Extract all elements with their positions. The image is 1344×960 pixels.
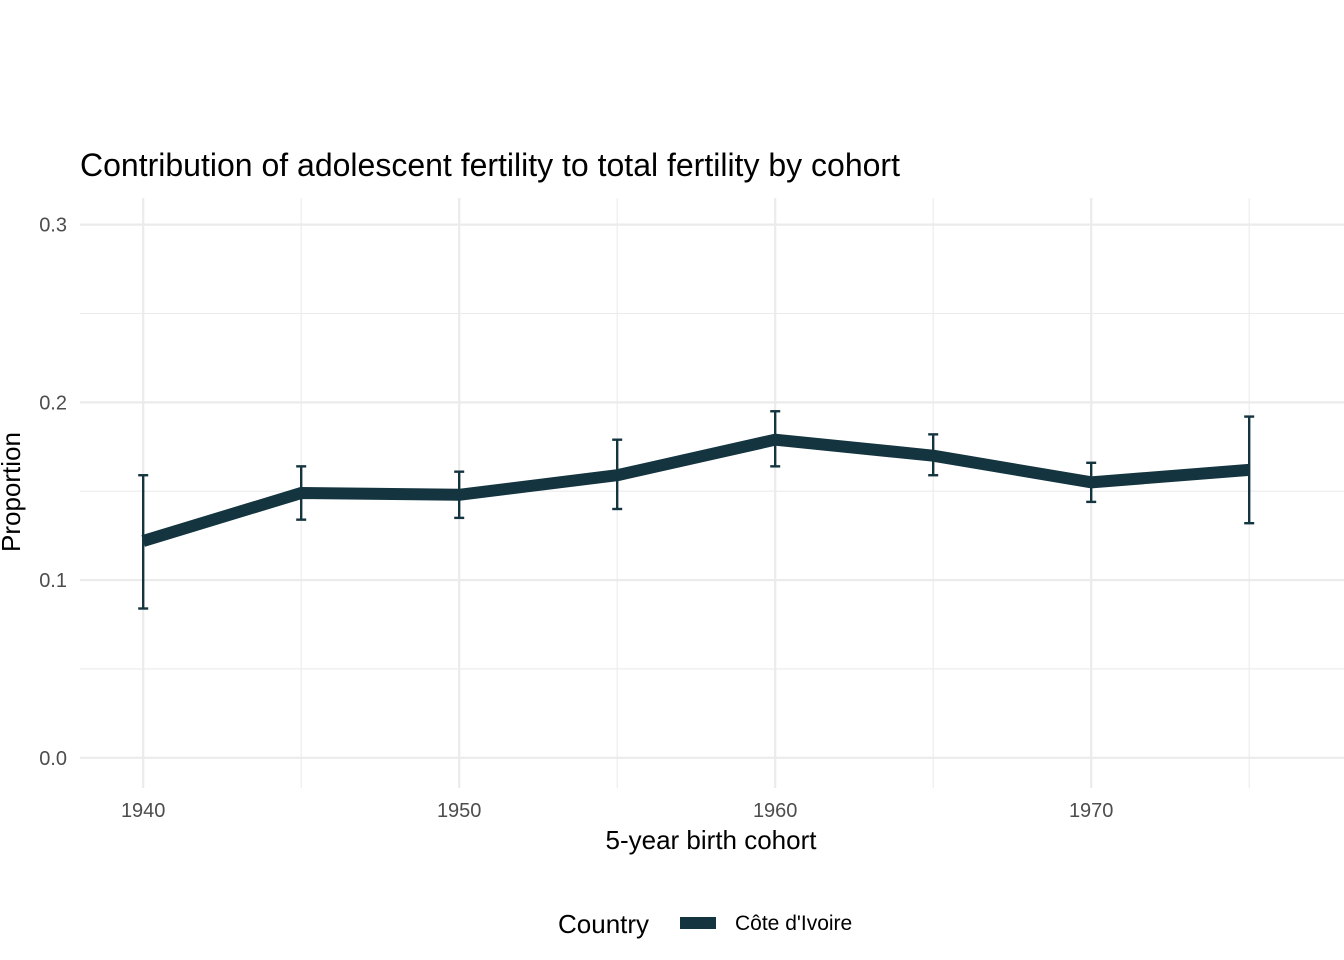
data-point bbox=[616, 474, 619, 477]
y-tick-label: 0.3 bbox=[39, 215, 67, 237]
data-point bbox=[1248, 468, 1251, 471]
series-line bbox=[141, 433, 1250, 547]
data-point bbox=[300, 492, 303, 494]
data-point bbox=[932, 454, 935, 457]
chart-title: Contribution of adolescent fertility to … bbox=[80, 147, 900, 183]
error-bars bbox=[138, 410, 1255, 610]
x-tick-label: 1970 bbox=[1069, 800, 1114, 822]
series-lines bbox=[141, 433, 1251, 547]
x-tick-label: 1940 bbox=[121, 800, 166, 822]
data-point bbox=[774, 438, 777, 441]
legend-label: Côte d'Ivoire bbox=[735, 912, 852, 935]
x-tick-label: 1950 bbox=[437, 800, 482, 822]
x-axis-title: 5-year birth cohort bbox=[606, 825, 818, 855]
legend: Country Côte d'Ivoire bbox=[558, 909, 852, 939]
y-tick-label: 0.2 bbox=[39, 392, 67, 414]
y-axis-title: Proportion bbox=[0, 432, 26, 552]
legend-title: Country bbox=[558, 909, 649, 939]
grid-lines bbox=[80, 198, 1344, 788]
y-axis-tick-labels: 0.0 0.1 0.2 0.3 bbox=[39, 215, 67, 770]
data-point bbox=[1090, 481, 1093, 484]
x-axis-tick-labels: 1940 1950 1960 1970 bbox=[121, 800, 1113, 822]
y-tick-label: 0.0 bbox=[39, 748, 67, 770]
data-point bbox=[142, 539, 145, 542]
x-tick-label: 1960 bbox=[753, 800, 798, 822]
data-point bbox=[458, 493, 461, 496]
legend-key-swatch bbox=[680, 917, 716, 929]
y-tick-label: 0.1 bbox=[39, 570, 67, 592]
